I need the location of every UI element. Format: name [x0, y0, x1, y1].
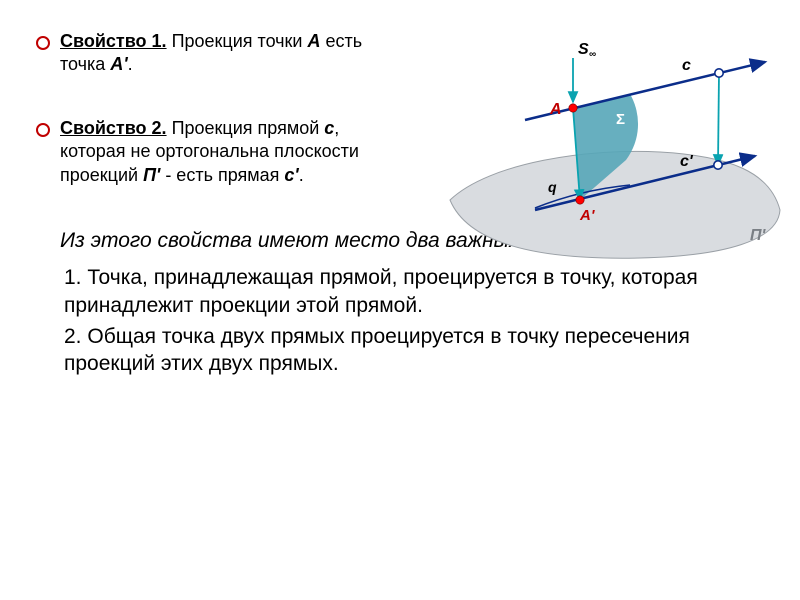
property-1: Свойство 1. Проекция точки А есть точка …: [60, 30, 390, 77]
svg-text:∞: ∞: [589, 49, 596, 60]
prop1-A: А: [308, 31, 321, 51]
prop1-t1: Проекция точки: [167, 31, 308, 51]
prop2-c: с: [324, 118, 334, 138]
summary-item-1: 1. Точка, принадлежащая прямой, проециру…: [64, 264, 710, 319]
prop1-title: Свойство 1.: [60, 31, 167, 51]
prop2-title: Свойство 2.: [60, 118, 167, 138]
summary-item-2: 2. Общая точка двух прямых проецируется …: [64, 323, 710, 378]
svg-text:A: A: [549, 101, 562, 118]
txt2: Общая точка двух прямых проецируется в т…: [64, 325, 690, 375]
num2: 2.: [64, 325, 82, 348]
txt1: Точка, принадлежащая прямой, проецируетс…: [64, 266, 698, 316]
svg-text:П': П': [750, 227, 767, 244]
svg-text:q: q: [548, 179, 557, 195]
prop2-t1: Проекция прямой: [167, 118, 325, 138]
svg-text:c': c': [680, 153, 694, 170]
prop2-P: П': [143, 165, 160, 185]
svg-text:c: c: [682, 57, 691, 74]
prop2-t4: .: [299, 165, 304, 185]
prop2-cp: с': [284, 165, 298, 185]
projection-diagram: S∞ c A Σq c' A' П': [430, 40, 790, 270]
num1: 1.: [64, 266, 82, 289]
prop1-Ap: А': [110, 54, 127, 74]
property-2: Свойство 2. Проекция прямой с, которая н…: [60, 117, 390, 187]
svg-text:S: S: [578, 41, 589, 58]
svg-text:A': A': [579, 207, 595, 224]
prop2-t3: - есть прямая: [160, 165, 284, 185]
svg-text:Σ: Σ: [616, 111, 625, 128]
prop1-t3: .: [128, 54, 133, 74]
